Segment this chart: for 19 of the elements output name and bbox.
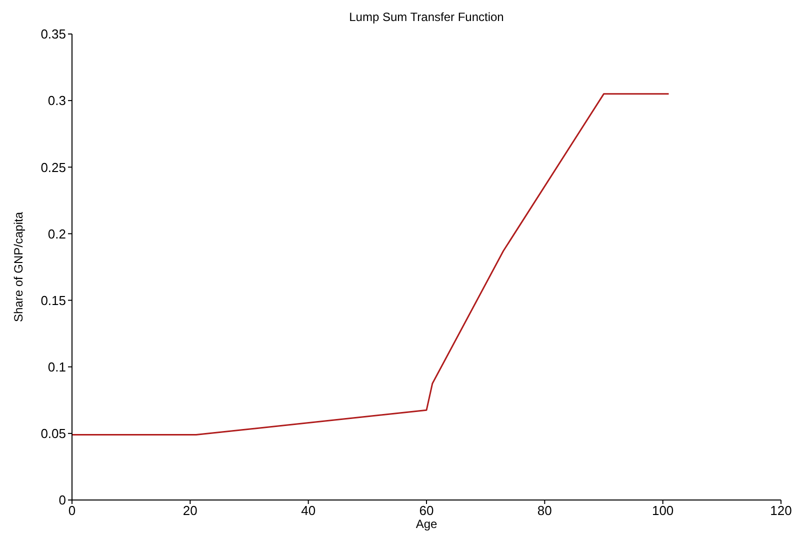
x-tick-label: 0 — [68, 503, 76, 518]
y-tick-label: 0.2 — [48, 226, 66, 242]
y-tick-label: 0.05 — [40, 426, 66, 442]
x-axis-title: Age — [416, 517, 438, 531]
x-tick-label: 100 — [652, 503, 674, 518]
x-tick-label: 60 — [419, 503, 434, 518]
y-tick-label: 0.35 — [40, 26, 66, 42]
x-tick-label: 120 — [770, 503, 792, 518]
x-tick-label: 20 — [182, 503, 198, 518]
y-tick-label: 0.15 — [40, 292, 66, 308]
x-tick-label: 40 — [301, 503, 316, 518]
y-tick-label: 0.25 — [40, 160, 66, 175]
x-tick-label: 80 — [537, 503, 552, 518]
y-tick-label: 0.3 — [48, 93, 66, 108]
y-tick-label: 0.1 — [48, 359, 66, 374]
y-axis-title: Share of GNP/capita — [11, 212, 26, 322]
line-series — [72, 93, 670, 436]
y-tick-label: 0 — [58, 492, 66, 508]
chart-title: Lump Sum Transfer Function — [348, 10, 505, 24]
